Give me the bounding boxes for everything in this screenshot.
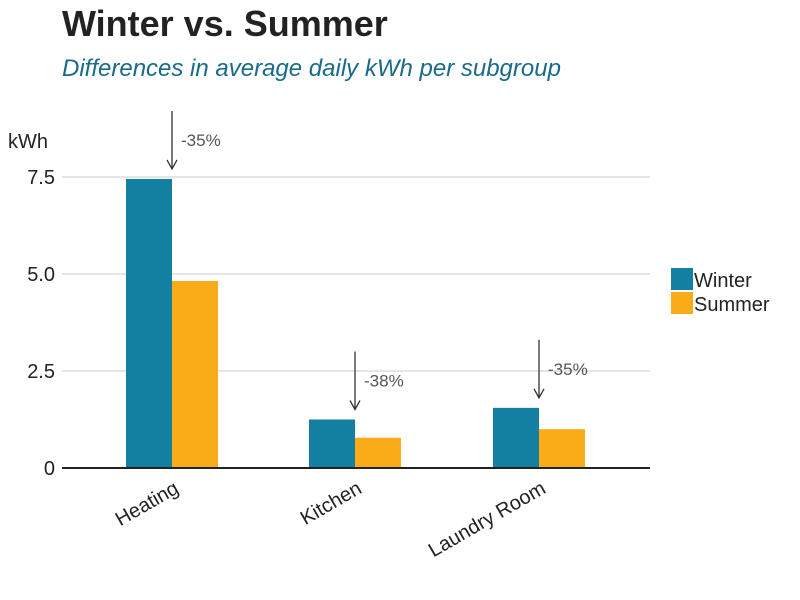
y-tick-label: 7.5 xyxy=(27,167,55,189)
bar-summer-heating xyxy=(172,280,218,468)
annotation-arrow xyxy=(349,351,361,411)
y-tick-label: 2.5 xyxy=(27,361,55,383)
annotation-arrow xyxy=(533,339,545,400)
category-label: Heating xyxy=(112,477,183,531)
y-axis-label: kWh xyxy=(8,131,48,153)
annotation-arrow xyxy=(166,110,178,171)
category-labels: Heating Kitchen Laundry Room xyxy=(112,477,550,562)
bar-summer-laundry-room xyxy=(539,429,585,468)
chart-subtitle: Differences in average daily kWh per sub… xyxy=(62,55,561,82)
annotation-label: -35% xyxy=(548,360,588,379)
bars xyxy=(126,178,585,468)
y-axis-tick-labels: 0 2.5 5.0 7.5 xyxy=(27,167,55,480)
legend-label-summer: Summer xyxy=(694,294,770,316)
bar-winter-kitchen xyxy=(309,419,355,468)
y-tick-label: 0 xyxy=(44,458,55,480)
legend-swatch-summer xyxy=(671,292,693,314)
legend-swatch-winter xyxy=(671,268,693,290)
annotation-label: -35% xyxy=(181,131,221,150)
bar-winter-heating xyxy=(126,178,172,468)
chart-title: Winter vs. Summer xyxy=(62,3,388,44)
annotations: -35% -38% -35% xyxy=(166,110,588,411)
category-label: Kitchen xyxy=(297,477,366,529)
annotation-label: -38% xyxy=(364,372,404,391)
category-label: Laundry Room xyxy=(425,477,550,562)
y-tick-label: 5.0 xyxy=(27,264,55,286)
legend-label-winter: Winter xyxy=(694,270,752,292)
bar-summer-kitchen xyxy=(355,437,401,468)
bar-winter-laundry-room xyxy=(493,407,539,468)
